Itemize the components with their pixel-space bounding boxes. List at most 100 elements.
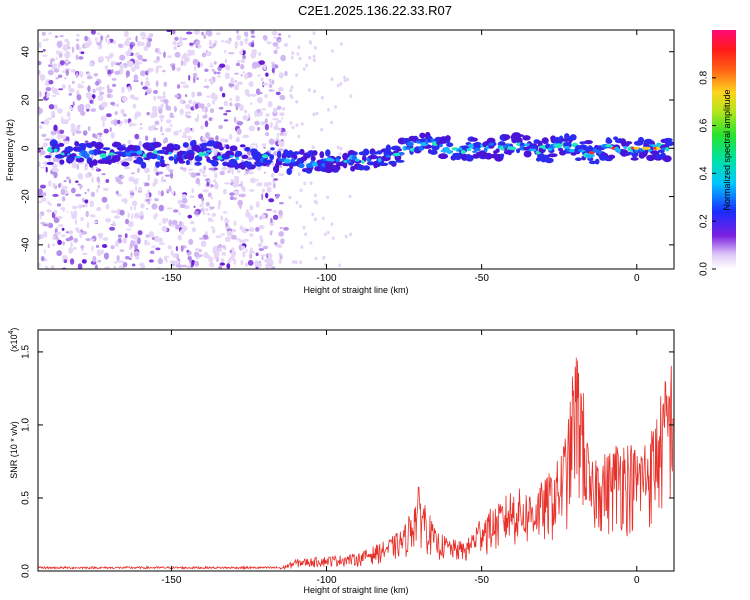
speckle — [51, 110, 55, 117]
ridge-blob — [168, 156, 175, 161]
speckle — [106, 34, 110, 38]
speckle — [199, 168, 203, 173]
speckle — [224, 218, 230, 224]
speckle — [129, 43, 133, 50]
speckle — [188, 99, 193, 105]
speckle — [132, 103, 137, 109]
speckle — [309, 181, 313, 185]
speckle — [80, 173, 83, 181]
speckle — [212, 43, 217, 47]
speckle — [66, 40, 70, 47]
speckle — [57, 224, 64, 227]
speckle — [68, 93, 73, 96]
speckle — [75, 227, 80, 231]
speckle — [236, 121, 244, 126]
speckle — [235, 106, 238, 111]
speckle — [39, 74, 46, 81]
speckle — [260, 254, 266, 257]
ridge-blob — [470, 137, 478, 142]
speckle — [219, 262, 225, 266]
ridge-blob — [74, 141, 80, 147]
speckle — [38, 107, 43, 114]
speckle — [39, 215, 42, 220]
speckle — [213, 94, 218, 101]
speckle — [116, 255, 120, 262]
speckle — [58, 88, 63, 91]
speckle — [75, 54, 79, 61]
speckle — [180, 167, 187, 170]
speckle — [249, 247, 253, 253]
speckle — [200, 240, 207, 248]
ridge-core — [229, 155, 234, 158]
speckle — [38, 91, 41, 97]
speckle — [179, 203, 186, 209]
speckle — [272, 36, 279, 39]
speckle — [153, 178, 158, 185]
speckle — [188, 74, 191, 81]
speckle — [87, 72, 91, 77]
speckle — [223, 182, 230, 185]
speckle — [144, 198, 147, 202]
speckle — [250, 143, 257, 146]
speckle — [110, 245, 115, 250]
ridge-core — [235, 156, 239, 161]
speckle — [147, 242, 150, 246]
speckle — [229, 98, 233, 101]
speckle — [178, 212, 182, 215]
ridge-blob — [194, 161, 202, 166]
speckle — [261, 255, 264, 261]
ridge-blob — [211, 160, 219, 167]
ridge-blob — [140, 161, 147, 169]
ridge-blob — [395, 159, 405, 163]
ridge-core — [284, 158, 291, 164]
ridge-core — [399, 152, 405, 156]
speckle — [265, 132, 270, 137]
speckle — [143, 167, 151, 174]
ridge-blob — [630, 157, 639, 161]
speckle — [220, 233, 225, 236]
ridge-blob — [665, 140, 674, 147]
speckle — [147, 190, 151, 193]
speckle — [55, 57, 58, 60]
speckle — [247, 113, 250, 119]
speckle — [330, 77, 334, 81]
speckle — [185, 104, 191, 110]
ridge-core — [335, 158, 340, 163]
speckle — [51, 164, 59, 168]
ridge-core — [623, 146, 628, 149]
speckle — [84, 192, 87, 194]
ridge-blob — [419, 132, 426, 139]
speckle — [80, 185, 83, 188]
speckle — [273, 49, 278, 55]
speckle — [40, 221, 46, 225]
speckle — [227, 38, 231, 45]
speckle — [170, 250, 174, 256]
speckle — [73, 237, 79, 243]
speckle — [232, 182, 239, 188]
speckle — [48, 202, 52, 206]
speckle — [244, 262, 249, 267]
speckle — [80, 229, 83, 233]
speckle — [50, 130, 57, 136]
speckle — [291, 260, 295, 264]
ridge-core — [321, 163, 327, 167]
speckle — [44, 138, 51, 141]
speckle — [42, 142, 48, 148]
ridge-core — [406, 141, 414, 147]
speckle — [250, 30, 255, 35]
ridge-blob — [68, 154, 77, 158]
speckle — [71, 162, 77, 169]
speckle — [242, 134, 249, 138]
speckle — [225, 64, 231, 71]
speckle — [76, 163, 79, 170]
speckle — [162, 69, 166, 73]
speckle — [100, 115, 107, 122]
speckle — [71, 187, 76, 194]
speckle — [314, 256, 318, 261]
speckle — [271, 31, 278, 36]
speckle — [270, 217, 273, 224]
speckle — [163, 227, 167, 234]
speckle — [246, 93, 252, 97]
speckle — [99, 40, 103, 43]
ridge-blob — [511, 136, 518, 144]
